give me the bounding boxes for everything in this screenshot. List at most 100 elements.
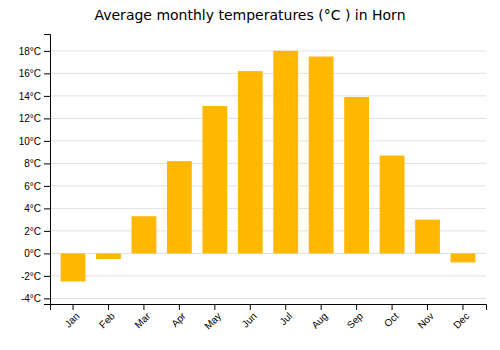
y-tick-label: -4°C bbox=[21, 293, 41, 304]
x-tick-mark bbox=[285, 304, 286, 310]
grid-line bbox=[50, 50, 486, 51]
x-tick-label: Jun bbox=[240, 310, 259, 329]
y-tick-mark bbox=[44, 208, 50, 209]
y-tick-label: 16°C bbox=[19, 68, 41, 79]
x-tick-mark bbox=[427, 304, 428, 310]
x-tick-label: Mar bbox=[132, 310, 152, 330]
grid-line bbox=[50, 298, 486, 299]
x-tick: Jan bbox=[62, 304, 81, 330]
x-tick: Jul bbox=[277, 304, 294, 327]
bar bbox=[132, 216, 157, 253]
y-tick-label: 6°C bbox=[24, 181, 41, 192]
y-tick: -2°C bbox=[21, 271, 50, 282]
x-tick-mark bbox=[143, 304, 144, 310]
y-tick-mark bbox=[44, 141, 50, 142]
x-tick: Dec bbox=[451, 304, 471, 331]
bar bbox=[380, 156, 405, 254]
title: Average monthly temperatures (°C ) in Ho… bbox=[94, 7, 405, 23]
x-tick: Jun bbox=[240, 304, 259, 330]
grid-line bbox=[50, 73, 486, 74]
bar bbox=[96, 253, 121, 259]
grid-line bbox=[50, 208, 486, 209]
y-tick-mark bbox=[44, 298, 50, 299]
x-tick-mark bbox=[356, 304, 357, 310]
x-tick-mark bbox=[392, 304, 393, 310]
y-tick-mark bbox=[44, 231, 50, 232]
y-tick: 18°C bbox=[19, 46, 50, 57]
grid-line bbox=[50, 163, 486, 164]
y-tick-label: 8°C bbox=[24, 158, 41, 169]
y-tick: 6°C bbox=[24, 181, 50, 192]
y-tick: 4°C bbox=[24, 203, 50, 214]
x-axis: Jan Feb Mar Apr May Jun Jul Aug Sep Oct Nov Dec bbox=[51, 304, 487, 332]
grid bbox=[50, 51, 486, 299]
y-tick: 8°C bbox=[24, 158, 50, 169]
x-tick-label: Oct bbox=[382, 310, 401, 329]
bar bbox=[238, 71, 263, 253]
x-tick-mark bbox=[214, 304, 215, 310]
y-tick-mark bbox=[44, 163, 50, 164]
grid-line bbox=[50, 275, 486, 276]
grid-line bbox=[50, 95, 486, 96]
x-tick: Sep bbox=[345, 304, 366, 331]
x-tick-label: Apr bbox=[169, 310, 188, 329]
y-tick-mark bbox=[44, 253, 50, 254]
y-tick-label: 0°C bbox=[24, 248, 41, 259]
bar bbox=[309, 57, 334, 254]
y-tick-label: 14°C bbox=[19, 91, 41, 102]
x-tick: May bbox=[202, 304, 223, 332]
y-tick-mark bbox=[44, 73, 50, 74]
y-axis-line bbox=[44, 35, 51, 305]
x-tick-label: May bbox=[202, 310, 223, 331]
bar bbox=[415, 220, 440, 254]
bar bbox=[167, 161, 192, 253]
bars bbox=[61, 51, 476, 282]
x-tick-mark bbox=[73, 304, 74, 310]
bar bbox=[202, 106, 227, 253]
grid-line bbox=[50, 140, 486, 141]
y-axis: -4°C -2°C 0°C 2°C 4°C 6°C 8°C 10°C 12°C 14°C 16°C 1… bbox=[19, 35, 51, 305]
y-tick-mark bbox=[44, 51, 50, 52]
x-tick: Apr bbox=[169, 304, 188, 329]
x-tick: Feb bbox=[97, 304, 117, 330]
x-tick: Nov bbox=[416, 304, 436, 331]
y-tick-mark bbox=[44, 96, 50, 97]
x-tick-mark bbox=[321, 304, 322, 310]
y-tick: 2°C bbox=[24, 226, 50, 237]
x-tick-label: Sep bbox=[345, 310, 366, 331]
bar bbox=[273, 51, 298, 254]
bar bbox=[61, 253, 86, 281]
y-tick-label: 12°C bbox=[19, 113, 41, 124]
bar bbox=[344, 97, 369, 253]
x-tick: Aug bbox=[309, 304, 329, 331]
x-tick-label: Feb bbox=[97, 310, 117, 330]
y-tick-mark bbox=[44, 118, 50, 119]
x-tick-label: Nov bbox=[416, 310, 436, 330]
x-tick-mark bbox=[462, 304, 463, 310]
y-tick: 16°C bbox=[19, 68, 50, 79]
x-axis-line bbox=[51, 305, 487, 311]
y-tick-label: 18°C bbox=[19, 46, 41, 57]
y-tick: 14°C bbox=[19, 91, 50, 102]
x-tick-label: Jan bbox=[62, 310, 81, 329]
y-tick-mark bbox=[44, 186, 50, 187]
x-tick-mark bbox=[108, 304, 109, 310]
x-tick: Oct bbox=[382, 304, 401, 329]
grid-line bbox=[50, 118, 486, 119]
x-tick-label: Dec bbox=[451, 310, 471, 330]
y-tick: 0°C bbox=[24, 248, 50, 259]
y-tick: -4°C bbox=[21, 293, 50, 304]
x-tick: Mar bbox=[132, 304, 152, 330]
y-tick-label: 2°C bbox=[24, 226, 41, 237]
bar bbox=[451, 253, 476, 262]
x-tick-label: Jul bbox=[277, 310, 294, 327]
y-tick-label: 4°C bbox=[24, 203, 41, 214]
chart: Average monthly temperatures (°C ) in Ho… bbox=[0, 0, 500, 350]
x-tick-label: Aug bbox=[309, 310, 329, 330]
y-tick: 12°C bbox=[19, 113, 50, 124]
x-tick-mark bbox=[250, 304, 251, 310]
y-tick-label: 10°C bbox=[19, 136, 41, 147]
grid-line bbox=[50, 185, 486, 186]
y-tick-label: -2°C bbox=[21, 271, 41, 282]
plot: -4°C -2°C 0°C 2°C 4°C 6°C 8°C 10°C 12°C 14°C 16°C 1… bbox=[19, 35, 487, 332]
